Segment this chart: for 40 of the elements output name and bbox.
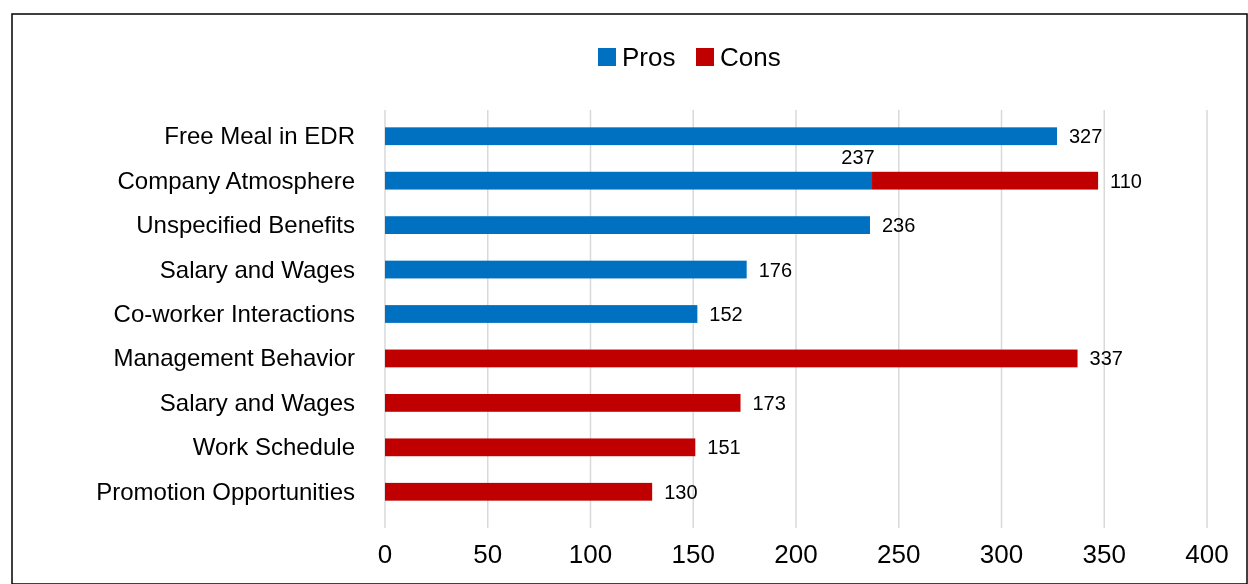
x-tick-label: 350 [1082,539,1126,569]
y-tick-label: Salary and Wages [159,388,355,416]
x-tick-label: 0 [377,539,393,569]
y-tick-label: Management Behavior [113,344,355,372]
legend-label: Cons [720,42,781,72]
data-label: 110 [1110,169,1142,192]
legend-label: Pros [622,42,676,72]
x-tick-label: 200 [774,539,818,569]
x-tick-label: 50 [473,539,503,569]
data-label: 176 [758,258,793,281]
bar [385,305,698,323]
data-label: 173 [752,391,786,414]
x-tick-label: 150 [671,539,715,569]
bar [385,349,1078,368]
bar [385,171,873,190]
data-label: 130 [664,480,698,503]
data-label: 327 [1068,125,1103,148]
x-tick-label: 100 [568,539,613,569]
x-tick-label: 250 [877,539,921,569]
x-tick-label: 400 [1185,539,1229,569]
bar [385,216,870,234]
y-tick-label: Promotion Opportunities [96,477,355,505]
data-label: 237 [841,145,875,168]
bar [872,171,1099,190]
data-label: 236 [881,214,916,237]
data-label: 151 [707,436,741,459]
y-tick-label: Company Atmosphere [117,166,355,194]
bar [385,127,1057,146]
data-label: 152 [709,303,743,325]
bar [385,482,653,501]
x-tick-label: 300 [979,539,1024,569]
y-tick-label: Work Schedule [192,433,355,461]
y-tick-label: Free Meal in EDR [164,122,355,150]
bar [385,394,741,412]
data-label: 337 [1089,347,1123,370]
bar [385,260,747,279]
bar [385,438,696,457]
y-tick-label: Salary and Wages [159,255,355,283]
y-tick-label: Co-worker Interactions [113,300,355,327]
y-tick-label: Unspecified Benefits [136,211,355,239]
